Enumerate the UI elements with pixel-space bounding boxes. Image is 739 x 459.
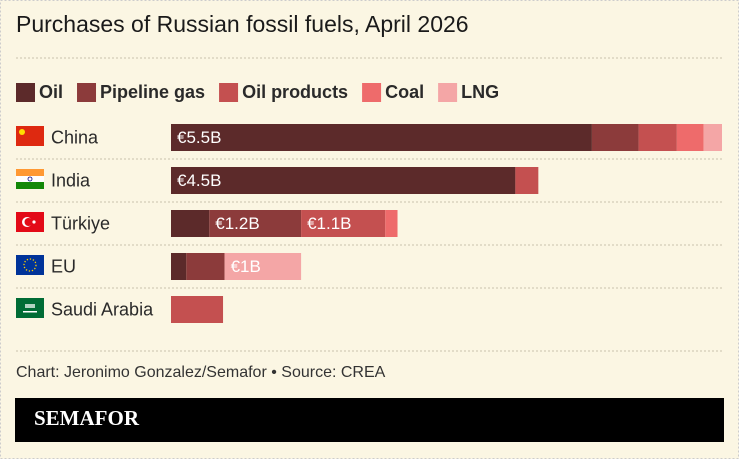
flag-china [16, 126, 44, 146]
legend-label: Oil [39, 82, 63, 102]
source: Chart: Jeronimo Gonzalez/Semafor • Sourc… [16, 364, 386, 381]
legend-label: Coal [385, 82, 424, 102]
brand-band [15, 398, 724, 442]
brand: SEMAFOR [34, 406, 140, 430]
legend-swatch [219, 83, 239, 102]
country-label: India [51, 170, 91, 190]
bar-segment [171, 296, 224, 323]
bar-value-label: €1.2B [215, 214, 259, 233]
country-label: China [51, 127, 99, 147]
country-label: EU [51, 256, 76, 276]
bar-segment [385, 210, 398, 237]
legend-swatch [438, 83, 458, 102]
bar-value-label: €5.5B [177, 128, 221, 147]
flag-saudi-arabia [16, 298, 44, 318]
flag-eu [16, 255, 44, 275]
legend-label: LNG [461, 82, 499, 102]
legend-swatch [362, 83, 382, 102]
legend-label: Pipeline gas [100, 82, 205, 102]
country-label: Türkiye [51, 213, 110, 233]
chart-title: Purchases of Russian fossil fuels, April… [16, 11, 469, 37]
bar-segment [171, 210, 210, 237]
bar-value-label: €1B [231, 257, 261, 276]
flag-india [16, 169, 44, 189]
bar-segment [515, 167, 539, 194]
bar-segment [209, 210, 302, 237]
bar-segment [224, 253, 302, 280]
bar-segment [703, 124, 722, 151]
bar-value-label: €4.5B [177, 171, 221, 190]
bar-segment [171, 124, 592, 151]
bar-segment [638, 124, 677, 151]
bar-segment [301, 210, 386, 237]
bar-segment [171, 253, 187, 280]
bar-segment [171, 167, 516, 194]
legend-swatch [16, 83, 35, 102]
bar-segment [591, 124, 639, 151]
bar-value-label: €1.1B [307, 214, 351, 233]
bar-segment [676, 124, 704, 151]
legend-label: Oil products [242, 82, 348, 102]
country-label: Saudi Arabia [51, 299, 154, 319]
legend-swatch [77, 83, 97, 102]
flag-turkiye [16, 212, 44, 232]
bar-segment [186, 253, 225, 280]
